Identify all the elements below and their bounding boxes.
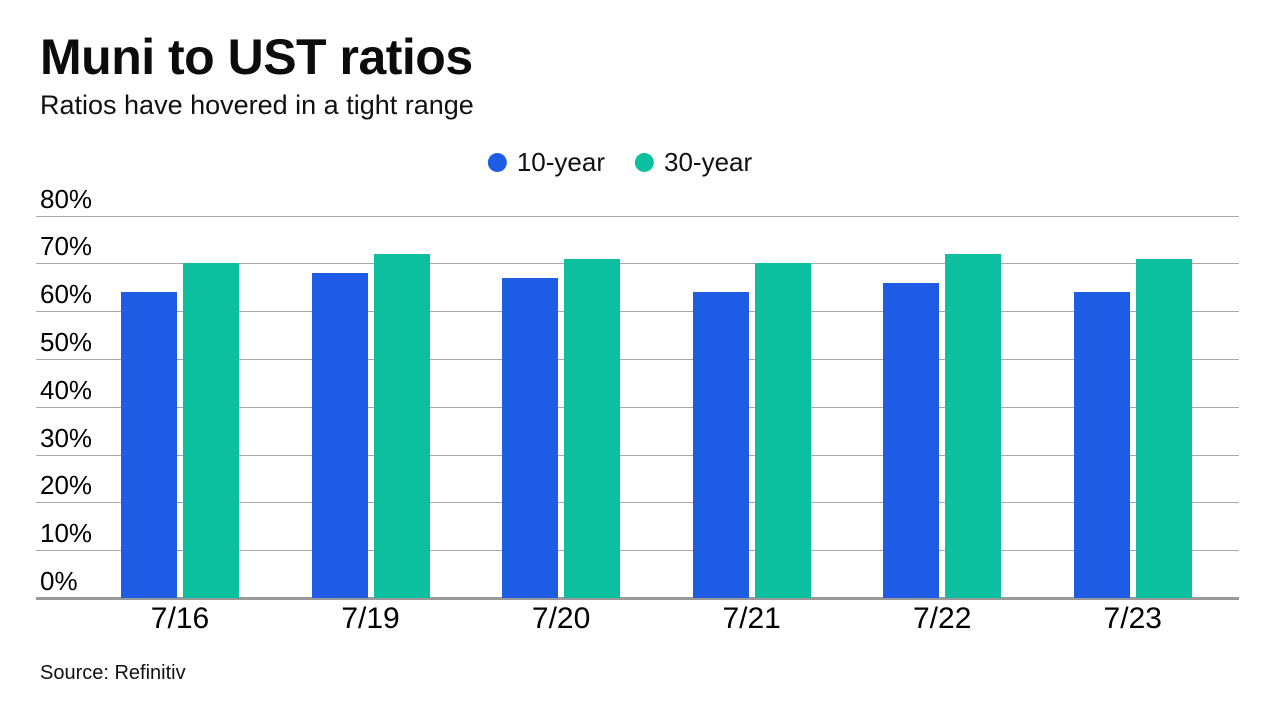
y-tick-label-60: 60% <box>40 279 93 310</box>
y-tick-label-0: 0% <box>40 566 78 596</box>
y-tick-label-20: 20% <box>40 470 93 501</box>
legend-label-30-year: 30-year <box>664 147 753 177</box>
chart-legend: 10-year 30-year <box>487 147 752 178</box>
gridline-40 <box>36 406 1239 408</box>
y-tick-label-10: 10% <box>40 518 93 549</box>
x-axis-baseline <box>36 597 1239 600</box>
gridline-20 <box>36 502 1239 504</box>
bar-30-year-7/20 <box>564 258 621 598</box>
legend-label-10-year: 10-year <box>516 147 605 177</box>
x-tick-label-7/21: 7/21 <box>722 602 781 635</box>
bar-30-year-7/16 <box>183 263 239 598</box>
gridline-70 <box>36 263 1239 265</box>
bar-10-year-7/16 <box>121 292 177 598</box>
y-tick-label-50: 50% <box>40 327 93 357</box>
bar-30-year-7/22 <box>945 253 1002 598</box>
y-tick-label-80: 80% <box>40 183 93 214</box>
gridline-60 <box>36 311 1239 313</box>
bar-10-year-7/21 <box>692 292 749 598</box>
bar-10-year-7/20 <box>502 277 559 598</box>
gridline-10 <box>36 550 1239 552</box>
chart-title: Muni to UST ratios <box>40 29 473 85</box>
chart-subtitle: Ratios have hovered in a tight range <box>40 90 474 120</box>
bar-10-year-7/22 <box>883 282 940 598</box>
x-tick-label-7/16: 7/16 <box>150 602 210 635</box>
legend-item-30-year: 30-year <box>635 147 752 178</box>
bar-10-year-7/19 <box>311 272 368 598</box>
x-tick-label-7/23: 7/23 <box>1103 602 1162 635</box>
bar-30-year-7/21 <box>754 263 811 598</box>
bar-30-year-7/23 <box>1135 258 1192 598</box>
gridline-30 <box>36 454 1239 456</box>
legend-item-10-year: 10-year <box>487 147 605 178</box>
y-tick-label-40: 40% <box>40 374 93 405</box>
gridline-80 <box>36 215 1239 217</box>
y-tick-label-30: 30% <box>40 422 93 453</box>
y-tick-label-70: 70% <box>40 231 93 262</box>
legend-dot-30-year-icon <box>635 153 654 172</box>
x-tick-label-7/22: 7/22 <box>912 602 972 635</box>
bar-10-year-7/23 <box>1073 292 1130 598</box>
source-note: Source: Refinitiv <box>40 662 186 684</box>
legend-dot-10-year-icon <box>487 153 507 172</box>
x-tick-label-7/19: 7/19 <box>341 602 400 635</box>
x-tick-label-7/20: 7/20 <box>531 602 591 635</box>
gridline-50 <box>36 359 1239 360</box>
bar-30-year-7/19 <box>373 253 430 598</box>
